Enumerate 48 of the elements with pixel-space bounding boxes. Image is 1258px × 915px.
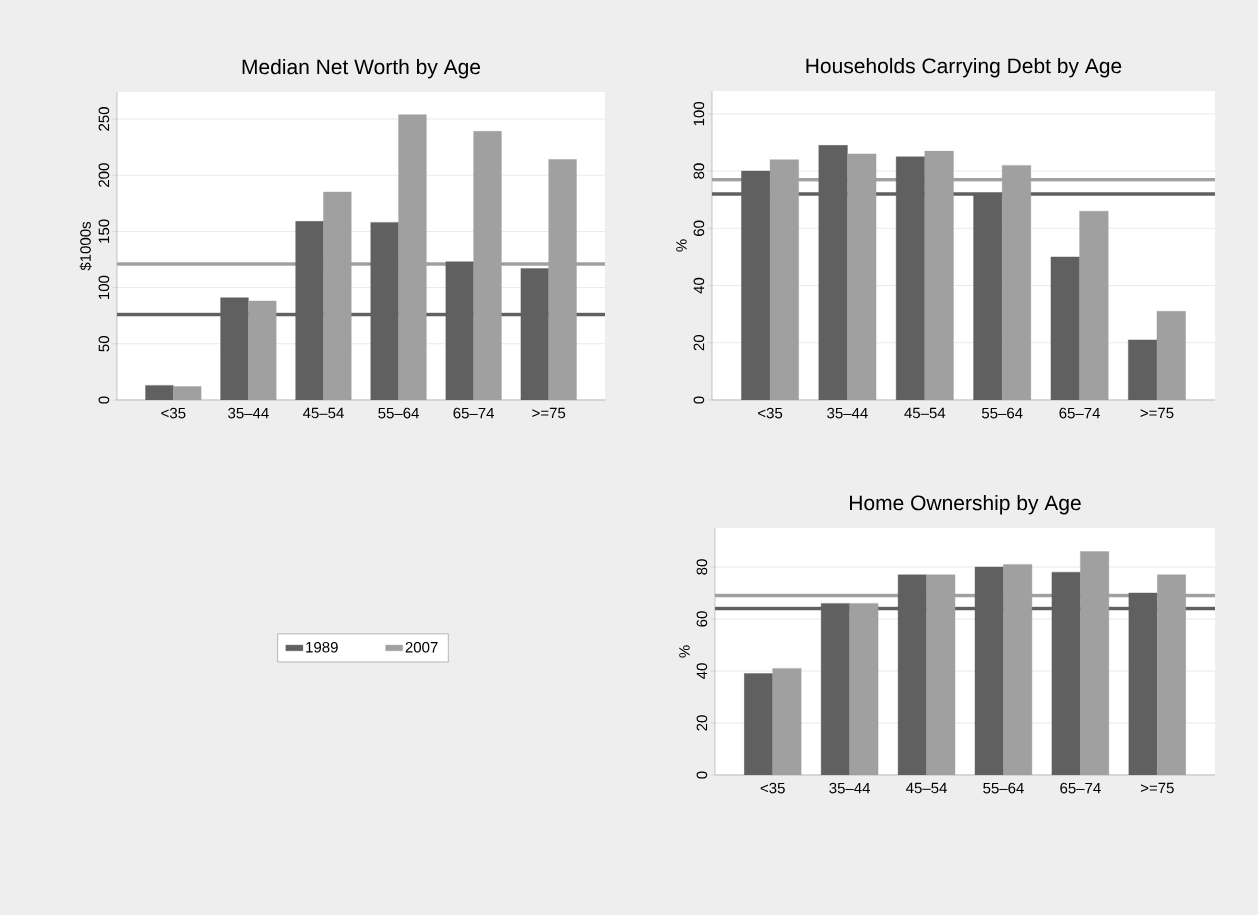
x-tick-label: 55–64: [981, 407, 1023, 419]
y-axis-title: $1000s: [79, 221, 92, 271]
chart-title: Households Carrying Debt by Age: [806, 57, 1122, 78]
y-tick-label: 200: [98, 163, 110, 187]
y-tick-label: 20: [693, 335, 705, 351]
bar: [145, 385, 174, 400]
y-tick-label: 60: [696, 611, 708, 627]
y-tick-label: 20: [696, 715, 708, 731]
x-tick-label: 35–44: [827, 407, 868, 419]
x-tick-label: 45–54: [904, 407, 946, 419]
x-tick-label: 35–44: [829, 782, 871, 794]
legend-label: 2007: [405, 641, 438, 653]
y-axis-title: %: [676, 239, 687, 252]
x-tick-label: <35: [758, 407, 783, 419]
chart-title: Home Ownership by Age: [850, 494, 1081, 515]
y-tick-label: 80: [693, 163, 705, 179]
x-tick-label: <35: [760, 782, 785, 794]
y-tick-label: 150: [98, 219, 110, 243]
x-tick-label: <35: [161, 407, 186, 419]
x-tick-label: 65–74: [453, 407, 495, 419]
x-tick-label: >=75: [1140, 407, 1174, 419]
chart-title: Median Net Worth by Age: [242, 58, 481, 79]
y-tick-label: 100: [693, 101, 705, 126]
y-tick-label: 80: [696, 559, 708, 575]
x-tick-label: 55–64: [983, 782, 1024, 794]
bar: [1128, 339, 1158, 400]
y-tick-label: 250: [98, 107, 110, 131]
x-tick-label: >=75: [532, 407, 566, 419]
x-tick-label: 45–54: [302, 407, 344, 419]
y-tick-label: 0: [696, 771, 708, 779]
y-tick-label: 50: [98, 336, 110, 352]
bar: [772, 668, 802, 775]
bar: [849, 603, 879, 775]
x-tick-label: 45–54: [906, 782, 947, 794]
x-tick-label: 65–74: [1059, 407, 1100, 419]
x-tick-label: 65–74: [1060, 782, 1101, 794]
y-axis-title: %: [679, 645, 690, 658]
x-tick-label: 35–44: [228, 407, 269, 419]
bar: [1050, 256, 1080, 400]
y-tick-label: 0: [693, 396, 705, 404]
y-tick-label: 100: [98, 275, 110, 299]
y-tick-label: 60: [693, 220, 705, 236]
y-tick-label: 0: [98, 396, 110, 404]
y-tick-label: 40: [696, 663, 708, 679]
x-tick-label: 55–64: [378, 407, 419, 419]
legend-label: 1989: [306, 641, 338, 653]
y-tick-label: 40: [693, 277, 705, 294]
x-tick-label: >=75: [1140, 782, 1174, 794]
